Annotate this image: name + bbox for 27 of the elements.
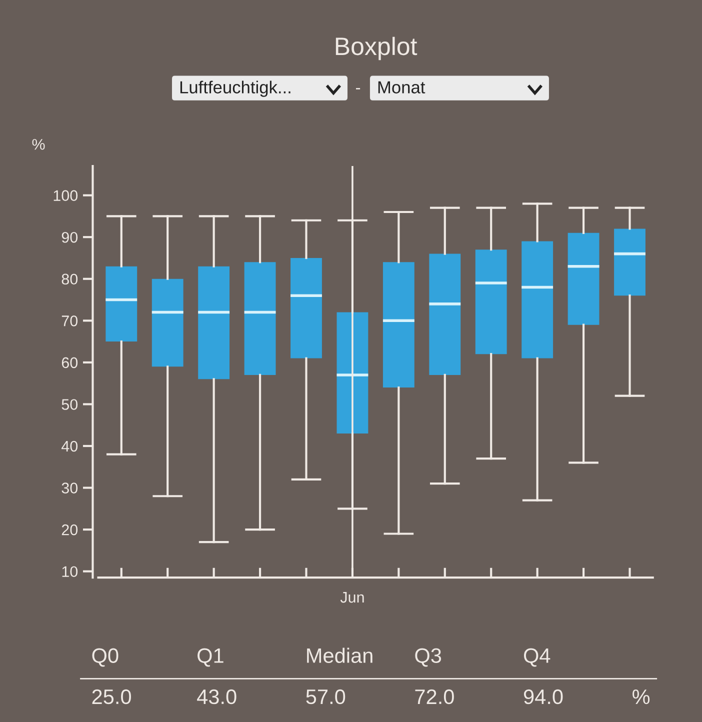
text: - <box>356 88 360 90</box>
y-tick-label: 10 <box>62 566 78 578</box>
y-tick-label: 80 <box>62 274 78 285</box>
y-tick-label: 60 <box>62 357 78 368</box>
text: Median <box>307 648 372 663</box>
y-tick-label: 70 <box>62 316 78 326</box>
text: 43.0 <box>197 689 236 704</box>
chart-title: Boxplot <box>336 36 418 60</box>
text: 72.0 <box>415 689 454 704</box>
text: Luftfeuchtigk... <box>180 80 290 97</box>
text: Q1 <box>198 648 224 667</box>
text: Q4 <box>524 648 550 667</box>
y-tick-label: 40 <box>62 440 78 452</box>
y-tick-label: 100 <box>54 190 78 201</box>
y-tick-label: 90 <box>62 232 78 243</box>
text: % <box>632 689 650 704</box>
y-tick-label: 30 <box>62 482 78 494</box>
text: 57.0 <box>306 689 346 704</box>
y-tick-label: 20 <box>62 524 78 536</box>
text: 94.0 <box>524 689 563 704</box>
y-axis-title: % <box>32 138 45 150</box>
y-tick-label: 50 <box>62 399 78 410</box>
text: Q0 <box>92 648 118 667</box>
text: Monat <box>378 81 426 94</box>
text: 25.0 <box>92 689 131 704</box>
x-tick-label: Jun <box>340 592 364 603</box>
text: Q3 <box>415 648 442 667</box>
